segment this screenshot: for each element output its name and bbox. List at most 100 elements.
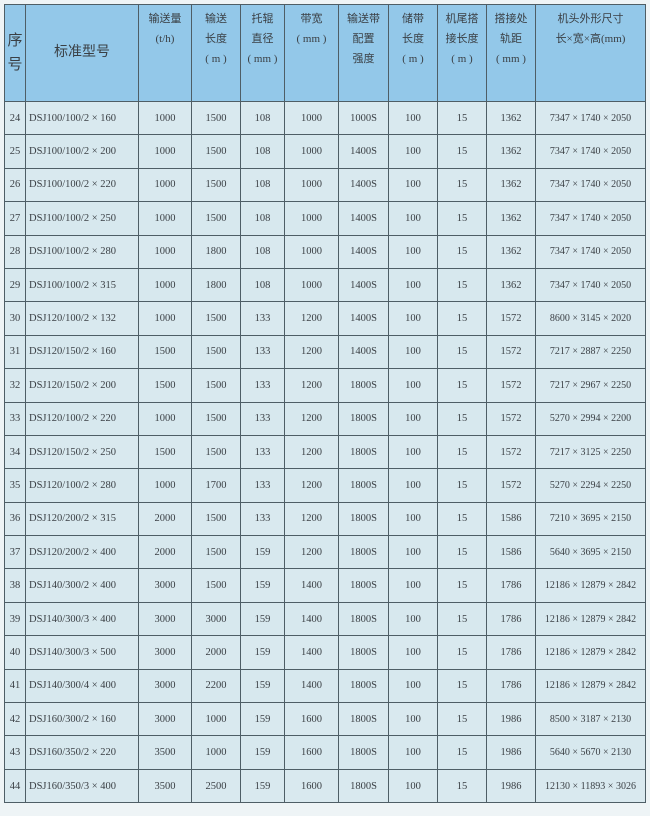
- table-row: 32 DSJ120/150/2 × 200 1500 1500 133 1200 1800S…: [4, 368, 646, 403]
- cell-capacity: 2000: [138, 501, 192, 537]
- table-row: 35 DSJ120/100/2 × 280 1000 1700 133 1200 1800S…: [4, 468, 646, 503]
- cell-length: 1000: [191, 702, 241, 737]
- cell-model: DSJ100/100/2 × 250: [25, 201, 139, 236]
- cell-model: DSJ120/200/2 × 315: [25, 501, 139, 537]
- cell-capacity: 3500: [138, 768, 192, 804]
- cell-roller: 108: [240, 100, 285, 136]
- cell-head-dims: 7347 × 1740 × 2050: [535, 100, 646, 136]
- header-belt-strength: 输送带 配置 强度: [338, 4, 389, 102]
- cell-model: DSJ160/350/2 × 220: [25, 735, 139, 770]
- cell-rail-gauge: 1786: [486, 668, 536, 704]
- cell-belt-width: 1600: [284, 768, 339, 804]
- cell-length: 1500: [191, 134, 241, 169]
- cell-tail-overlap: 15: [437, 702, 487, 737]
- cell-head-dims: 7347 × 1740 × 2050: [535, 234, 646, 269]
- cell-length: 1500: [191, 568, 241, 603]
- cell-roller: 159: [240, 768, 285, 804]
- cell-rail-gauge: 1362: [486, 134, 536, 169]
- cell-tail-overlap: 15: [437, 267, 487, 303]
- cell-roller: 108: [240, 267, 285, 303]
- cell-roller: 159: [240, 735, 285, 770]
- table-row: 41 DSJ140/300/4 × 400 3000 2200 159 1400 1800S…: [4, 668, 646, 704]
- cell-head-dims: 12186 × 12879 × 2842: [535, 635, 646, 670]
- cell-head-dims: 12186 × 12879 × 2842: [535, 601, 646, 637]
- table-row: 27 DSJ100/100/2 × 250 1000 1500 108 1000 1400S…: [4, 201, 646, 236]
- cell-length: 1700: [191, 468, 241, 503]
- cell-belt-strength: 1400S: [338, 134, 389, 169]
- cell-model: DSJ160/300/2 × 160: [25, 702, 139, 737]
- cell-tail-overlap: 15: [437, 668, 487, 704]
- cell-belt-strength: 1400S: [338, 234, 389, 269]
- cell-rail-gauge: 1986: [486, 702, 536, 737]
- cell-rail-gauge: 1572: [486, 468, 536, 503]
- cell-belt-strength: 1800S: [338, 434, 389, 470]
- cell-tail-overlap: 15: [437, 535, 487, 570]
- cell-head-dims: 5270 × 2994 × 2200: [535, 401, 646, 436]
- cell-index: 34: [4, 434, 26, 470]
- cell-tail-overlap: 15: [437, 468, 487, 503]
- cell-model: DSJ100/100/2 × 220: [25, 167, 139, 203]
- spec-table: 序号 标准型号 输送量 (t/h) 输送 长度( m ) 托辊 直径( mm ) 带宽…: [4, 4, 646, 804]
- cell-tail-overlap: 15: [437, 401, 487, 436]
- cell-capacity: 1000: [138, 134, 192, 169]
- table-row: 39 DSJ140/300/3 × 400 3000 3000 159 1400 1800S…: [4, 601, 646, 637]
- cell-head-dims: 7347 × 1740 × 2050: [535, 267, 646, 303]
- cell-roller: 133: [240, 468, 285, 503]
- cell-index: 40: [4, 635, 26, 670]
- cell-belt-strength: 1400S: [338, 267, 389, 303]
- cell-capacity: 3000: [138, 601, 192, 637]
- cell-roller: 159: [240, 568, 285, 603]
- cell-length: 2500: [191, 768, 241, 804]
- cell-index: 32: [4, 368, 26, 403]
- cell-length: 1500: [191, 401, 241, 436]
- cell-length: 1800: [191, 267, 241, 303]
- cell-length: 1500: [191, 368, 241, 403]
- cell-roller: 133: [240, 401, 285, 436]
- cell-belt-width: 1000: [284, 167, 339, 203]
- cell-tail-overlap: 15: [437, 134, 487, 169]
- cell-belt-width: 1200: [284, 401, 339, 436]
- cell-belt-width: 1200: [284, 535, 339, 570]
- cell-tail-overlap: 15: [437, 434, 487, 470]
- table-row: 38 DSJ140/300/2 × 400 3000 1500 159 1400 1800S…: [4, 568, 646, 603]
- cell-length: 2000: [191, 635, 241, 670]
- cell-belt-width: 1200: [284, 301, 339, 336]
- cell-index: 31: [4, 334, 26, 370]
- cell-index: 38: [4, 568, 26, 603]
- cell-capacity: 1000: [138, 167, 192, 203]
- cell-index: 30: [4, 301, 26, 336]
- cell-capacity: 1500: [138, 334, 192, 370]
- cell-index: 37: [4, 535, 26, 570]
- cell-model: DSJ120/200/2 × 400: [25, 535, 139, 570]
- cell-capacity: 2000: [138, 535, 192, 570]
- cell-tail-overlap: 15: [437, 334, 487, 370]
- cell-belt-strength: 1800S: [338, 668, 389, 704]
- header-row: 序号 标准型号 输送量 (t/h) 输送 长度( m ) 托辊 直径( mm ) 带宽…: [4, 4, 646, 102]
- cell-index: 35: [4, 468, 26, 503]
- cell-roller: 133: [240, 334, 285, 370]
- cell-belt-width: 1000: [284, 267, 339, 303]
- cell-belt-strength: 1800S: [338, 635, 389, 670]
- cell-belt-width: 1000: [284, 201, 339, 236]
- cell-belt-width: 1000: [284, 134, 339, 169]
- cell-storage-length: 100: [388, 201, 438, 236]
- cell-belt-width: 1200: [284, 368, 339, 403]
- cell-length: 1500: [191, 501, 241, 537]
- cell-index: 27: [4, 201, 26, 236]
- cell-model: DSJ100/100/2 × 315: [25, 267, 139, 303]
- cell-model: DSJ120/150/2 × 160: [25, 334, 139, 370]
- cell-belt-width: 1600: [284, 735, 339, 770]
- cell-belt-strength: 1800S: [338, 468, 389, 503]
- cell-rail-gauge: 1986: [486, 768, 536, 804]
- cell-belt-strength: 1400S: [338, 334, 389, 370]
- cell-length: 1500: [191, 334, 241, 370]
- cell-belt-width: 1400: [284, 635, 339, 670]
- table-row: 24 DSJ100/100/2 × 160 1000 1500 108 1000 1000S…: [4, 100, 646, 136]
- cell-storage-length: 100: [388, 368, 438, 403]
- cell-length: 1800: [191, 234, 241, 269]
- header-belt-width: 带宽( mm ): [284, 4, 339, 102]
- cell-head-dims: 5640 × 3695 × 2150: [535, 535, 646, 570]
- cell-storage-length: 100: [388, 301, 438, 336]
- table-row: 34 DSJ120/150/2 × 250 1500 1500 133 1200 1800S…: [4, 434, 646, 470]
- cell-rail-gauge: 1362: [486, 201, 536, 236]
